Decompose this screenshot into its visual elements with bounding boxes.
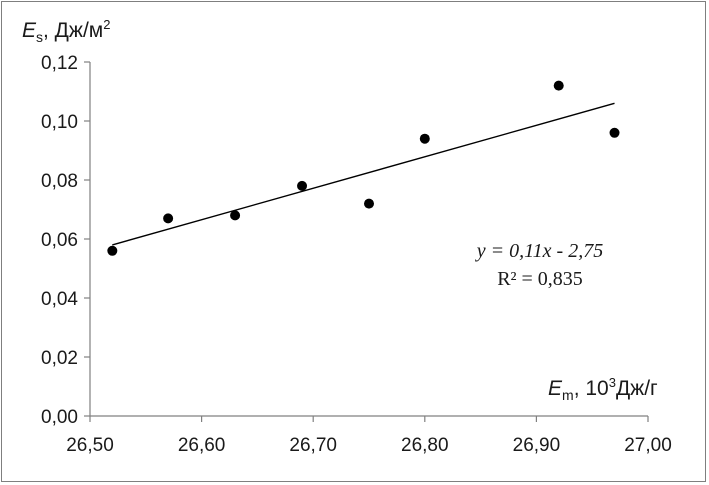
data-point (107, 245, 118, 256)
y-tick-label: 0,02 (41, 348, 78, 369)
data-point (419, 133, 430, 144)
x-tick-label: 26,80 (401, 435, 449, 456)
x-tick-label: 26,90 (513, 435, 561, 456)
x-tick-label: 27,00 (624, 435, 672, 456)
r-squared-label: R² = 0,835 (497, 268, 583, 290)
trendline-group (112, 102, 615, 246)
x-tick-label: 26,70 (289, 435, 337, 456)
y-tick-label: 0,06 (41, 230, 78, 251)
axes (84, 61, 649, 422)
trendline-equation: y = 0,11x - 2,75 (475, 240, 603, 262)
x-axis-title: Em, 103Дж/г (548, 375, 658, 403)
data-point (609, 127, 620, 138)
y-tick-label: 0,08 (41, 171, 78, 192)
y-axis-title: Es, Дж/м2 (22, 17, 110, 45)
data-point (297, 180, 308, 191)
data-point (230, 210, 241, 221)
data-points (107, 80, 620, 256)
y-tick-label: 0,00 (41, 407, 78, 428)
y-tick-label: 0,12 (41, 53, 78, 74)
tick-labels: 0,00 0,02 0,04 0,06 0,08 0,10 0,12 26,50 26,60 26… (41, 53, 672, 456)
data-point (553, 80, 564, 91)
x-tick-label: 26,50 (66, 435, 114, 456)
y-tick-label: 0,10 (41, 112, 78, 133)
data-point (163, 213, 174, 224)
trendline (112, 102, 615, 246)
x-tick-label: 26,60 (178, 435, 226, 456)
y-tick-label: 0,04 (41, 289, 78, 310)
data-point (364, 198, 374, 209)
